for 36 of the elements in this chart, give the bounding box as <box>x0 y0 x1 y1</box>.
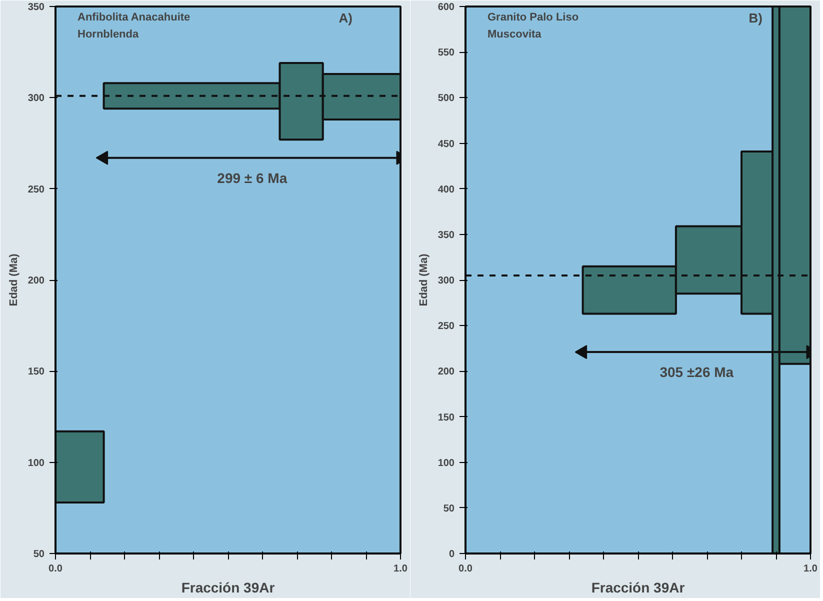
chart-title: Granito Palo Liso <box>488 12 579 24</box>
y-tick-label: 500 <box>438 93 455 104</box>
y-tick-label: 350 <box>28 2 45 13</box>
y-tick-label: 100 <box>438 458 455 469</box>
annotation: 305 ±26 Ma <box>660 364 734 380</box>
x-axis-title: Fracción 39Ar <box>181 580 276 596</box>
annotation: A) <box>338 10 352 26</box>
x-axis-title: Fracción 39Ar <box>591 580 686 596</box>
x-tick-label: 0.0 <box>458 564 473 574</box>
text: Anfibolita Anacahuite <box>78 12 190 24</box>
x-tick-label: 0.0 <box>48 564 63 574</box>
y-tick-label: 50 <box>33 549 45 560</box>
y-tick-label: 150 <box>28 366 45 378</box>
y-tick-label: 100 <box>28 458 45 469</box>
annotation: B) <box>748 10 762 26</box>
y-tick-label: 350 <box>438 230 455 241</box>
y-tick-label: 300 <box>28 93 45 104</box>
y-tick-label: 150 <box>438 412 455 424</box>
y-tick-label: 450 <box>438 138 455 150</box>
y-tick-label: 250 <box>28 184 45 196</box>
y-axis-title: Edad (Ma) <box>418 253 430 306</box>
y-tick-label: 200 <box>28 276 45 286</box>
y-tick-label: 550 <box>438 48 455 59</box>
x-tick-label: 1.0 <box>804 564 818 574</box>
y-tick-label: 200 <box>438 366 455 378</box>
text: Muscovita <box>488 28 542 40</box>
y-tick-label: 0 <box>448 549 455 560</box>
y-tick-label: 50 <box>443 503 455 514</box>
y-tick-label: 300 <box>438 276 455 286</box>
y-tick-label: 600 <box>438 2 455 13</box>
y-tick-label: 250 <box>438 321 455 332</box>
y-axis-title: Edad (Ma) <box>8 253 20 306</box>
x-tick-label: 1.0 <box>394 564 408 574</box>
text: Hornblenda <box>78 28 140 40</box>
y-tick-label: 400 <box>438 184 455 196</box>
annotation: 299 ± 6 Ma <box>217 170 288 186</box>
